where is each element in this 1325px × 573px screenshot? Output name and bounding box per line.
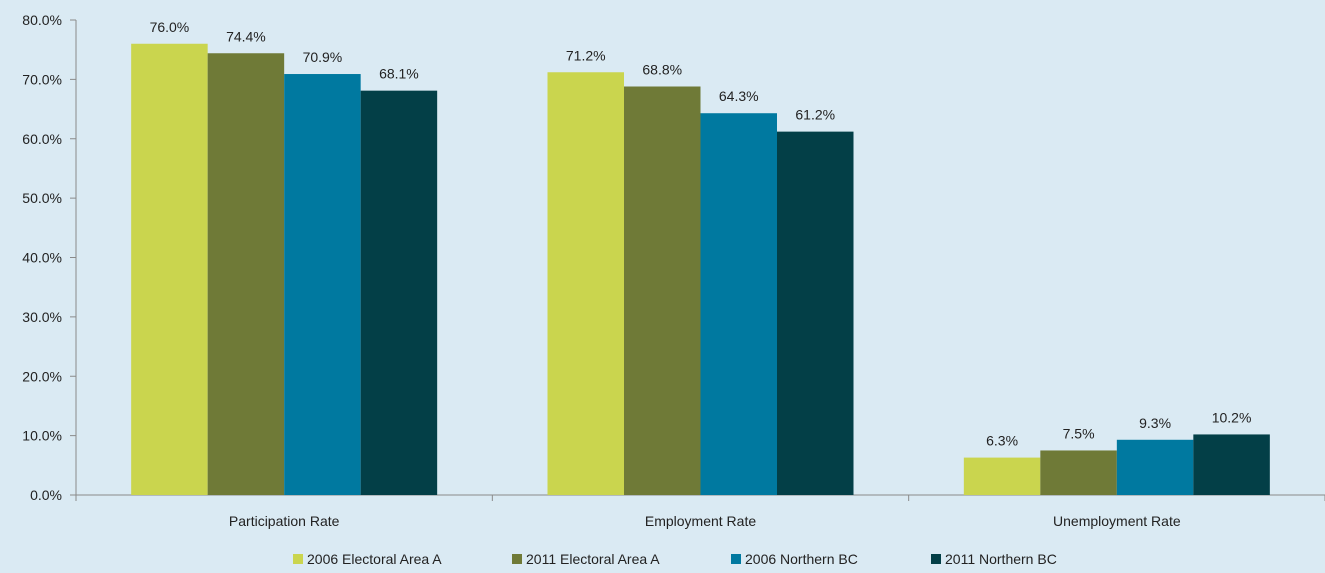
bar — [1040, 450, 1117, 495]
bar — [700, 113, 777, 495]
bar — [131, 43, 208, 495]
category-label: Participation Rate — [229, 513, 340, 529]
bar — [207, 53, 285, 495]
data-label: 76.0% — [150, 19, 190, 35]
category-label: Unemployment Rate — [1053, 513, 1181, 529]
legend-label: 2006 Northern BC — [745, 551, 858, 567]
y-tick-label: 60.0% — [22, 131, 62, 147]
legend-label: 2011 Northern BC — [945, 551, 1057, 567]
y-axis: 0.0% 10.0% 20.0% 30.0% 40.0% 50.0% 60.0% 70.0% 8… — [22, 12, 77, 503]
bar — [284, 74, 361, 495]
bar — [963, 457, 1041, 495]
data-label: 9.3% — [1139, 415, 1171, 431]
data-label: 74.4% — [226, 28, 266, 44]
category-label: Employment Rate — [645, 513, 756, 529]
y-tick-label: 20.0% — [22, 368, 62, 384]
data-label: 68.8% — [642, 62, 682, 78]
data-label: 10.2% — [1212, 409, 1252, 425]
data-label: 70.9% — [303, 49, 343, 65]
bar — [547, 72, 624, 495]
x-axis: Participation Rate Employment Rate Unemplo… — [75, 494, 1325, 529]
legend-label: 2006 Electoral Area A — [307, 551, 442, 567]
data-label: 68.1% — [379, 66, 419, 82]
data-label: 7.5% — [1063, 425, 1095, 441]
bars — [131, 43, 1270, 495]
legend-swatch — [293, 554, 303, 564]
bar — [624, 86, 701, 495]
legend-swatch — [931, 554, 941, 564]
data-label: 61.2% — [795, 107, 835, 123]
bar — [1193, 434, 1270, 495]
legend-label: 2011 Electoral Area A — [526, 551, 660, 567]
legend-swatch — [731, 554, 741, 564]
y-tick-label: 80.0% — [22, 12, 62, 28]
data-label: 64.3% — [719, 88, 759, 104]
data-labels: 76.0% 74.4% 70.9% 68.1% 71.2% 68.8% 64.3% 61.2%… — [150, 19, 1252, 449]
bar — [1116, 439, 1194, 495]
y-tick-label: 50.0% — [22, 190, 62, 206]
bar — [360, 90, 438, 495]
y-tick-label: 40.0% — [22, 250, 62, 266]
bar — [777, 131, 854, 495]
y-tick-label: 70.0% — [22, 71, 62, 87]
data-label: 71.2% — [566, 47, 606, 63]
legend-swatch — [512, 554, 522, 564]
legend: 2006 Electoral Area A 2011 Electoral Area… — [293, 551, 1057, 567]
y-tick-label: 30.0% — [22, 309, 62, 325]
data-label: 6.3% — [986, 433, 1018, 449]
y-tick-label: 0.0% — [30, 487, 62, 503]
y-tick-label: 10.0% — [22, 428, 62, 444]
